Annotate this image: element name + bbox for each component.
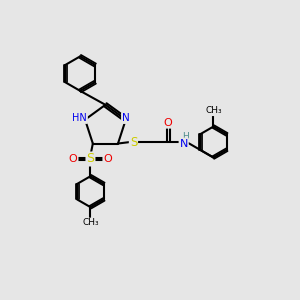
Text: O: O xyxy=(69,154,78,164)
Text: O: O xyxy=(164,118,172,128)
Text: N: N xyxy=(179,139,188,148)
Text: H: H xyxy=(182,133,189,142)
Text: N: N xyxy=(122,113,130,123)
Text: S: S xyxy=(130,136,137,148)
Text: CH₃: CH₃ xyxy=(82,218,99,227)
Text: CH₃: CH₃ xyxy=(205,106,222,115)
Text: O: O xyxy=(103,154,112,164)
Text: S: S xyxy=(86,152,94,166)
Text: HN: HN xyxy=(72,113,87,123)
